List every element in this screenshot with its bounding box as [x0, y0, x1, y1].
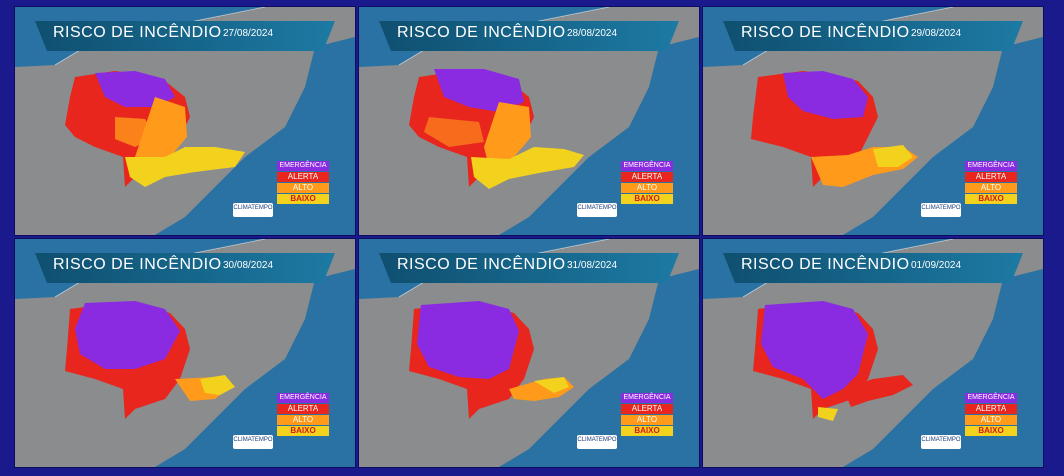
banner-date: 31/08/2024 [567, 260, 618, 271]
logo-text: CLIMATEMPO [921, 437, 961, 443]
legend-alerta: ALERTA [277, 172, 329, 182]
legend-emergencia: EMERGÊNCIA [965, 393, 1017, 403]
legend: EMERGÊNCIA ALERTA ALTO BAIXO [965, 393, 1017, 437]
banner-date: 27/08/2024 [223, 28, 274, 39]
banner-title: RISCO DE INCÊNDIO [397, 24, 566, 41]
fire-risk-map [703, 239, 1043, 467]
legend: EMERGÊNCIA ALERTA ALTO BAIXO [277, 161, 329, 205]
logo-text: CLIMATEMPO [233, 437, 273, 443]
legend-baixo: BAIXO [621, 194, 673, 204]
legend-baixo: BAIXO [277, 426, 329, 436]
map-panel-2: RISCO DE INCÊNDIO 28/08/2024 EMERGÊNCIA … [358, 6, 700, 236]
legend-alerta: ALERTA [277, 404, 329, 414]
banner-date: 28/08/2024 [567, 28, 618, 39]
map-panel-1: RISCO DE INCÊNDIO 27/08/2024 EMERGÊNCIA … [14, 6, 356, 236]
banner-title: RISCO DE INCÊNDIO [53, 24, 222, 41]
title-banner [379, 21, 679, 51]
climatempo-logo: CLIMATEMPO [577, 203, 617, 217]
banner-date: 29/08/2024 [911, 28, 962, 39]
logo-text: CLIMATEMPO [577, 437, 617, 443]
climatempo-logo: CLIMATEMPO [233, 203, 273, 217]
legend-baixo: BAIXO [965, 194, 1017, 204]
logo-text: CLIMATEMPO [921, 205, 961, 211]
map-panel-4: RISCO DE INCÊNDIO 30/08/2024 EMERGÊNCIA … [14, 238, 356, 468]
fire-risk-map [15, 239, 355, 467]
logo-text: CLIMATEMPO [233, 205, 273, 211]
legend-alto: ALTO [965, 415, 1017, 425]
fire-risk-map [359, 7, 699, 235]
legend-baixo: BAIXO [277, 194, 329, 204]
legend-alto: ALTO [621, 183, 673, 193]
title-banner [723, 21, 1023, 51]
legend-alerta: ALERTA [965, 404, 1017, 414]
banner-date: 01/09/2024 [911, 260, 962, 271]
title-banner [35, 21, 335, 51]
legend: EMERGÊNCIA ALERTA ALTO BAIXO [621, 161, 673, 205]
fire-risk-map [359, 239, 699, 467]
map-panel-3: RISCO DE INCÊNDIO 29/08/2024 EMERGÊNCIA … [702, 6, 1044, 236]
banner-date: 30/08/2024 [223, 260, 274, 271]
legend-emergencia: EMERGÊNCIA [277, 161, 329, 171]
fire-risk-map [703, 7, 1043, 235]
climatempo-logo: CLIMATEMPO [921, 435, 961, 449]
legend-alto: ALTO [965, 183, 1017, 193]
legend-emergencia: EMERGÊNCIA [277, 393, 329, 403]
banner-title: RISCO DE INCÊNDIO [397, 256, 566, 273]
legend-alto: ALTO [277, 415, 329, 425]
title-banner [723, 253, 1023, 283]
legend-alerta: ALERTA [621, 172, 673, 182]
legend-alto: ALTO [621, 415, 673, 425]
legend-emergencia: EMERGÊNCIA [965, 161, 1017, 171]
banner-title: RISCO DE INCÊNDIO [741, 24, 910, 41]
banner-title: RISCO DE INCÊNDIO [741, 256, 910, 273]
banner-title: RISCO DE INCÊNDIO [53, 256, 222, 273]
title-banner [379, 253, 679, 283]
climatempo-logo: CLIMATEMPO [233, 435, 273, 449]
legend-baixo: BAIXO [621, 426, 673, 436]
legend-emergencia: EMERGÊNCIA [621, 393, 673, 403]
legend: EMERGÊNCIA ALERTA ALTO BAIXO [621, 393, 673, 437]
legend-alto: ALTO [277, 183, 329, 193]
legend-alerta: ALERTA [965, 172, 1017, 182]
map-panel-6: RISCO DE INCÊNDIO 01/09/2024 EMERGÊNCIA … [702, 238, 1044, 468]
logo-text: CLIMATEMPO [577, 205, 617, 211]
map-panel-5: RISCO DE INCÊNDIO 31/08/2024 EMERGÊNCIA … [358, 238, 700, 468]
legend: EMERGÊNCIA ALERTA ALTO BAIXO [277, 393, 329, 437]
title-banner [35, 253, 335, 283]
legend-alerta: ALERTA [621, 404, 673, 414]
legend: EMERGÊNCIA ALERTA ALTO BAIXO [965, 161, 1017, 205]
legend-emergencia: EMERGÊNCIA [621, 161, 673, 171]
climatempo-logo: CLIMATEMPO [577, 435, 617, 449]
climatempo-logo: CLIMATEMPO [921, 203, 961, 217]
legend-baixo: BAIXO [965, 426, 1017, 436]
fire-risk-map [15, 7, 355, 235]
